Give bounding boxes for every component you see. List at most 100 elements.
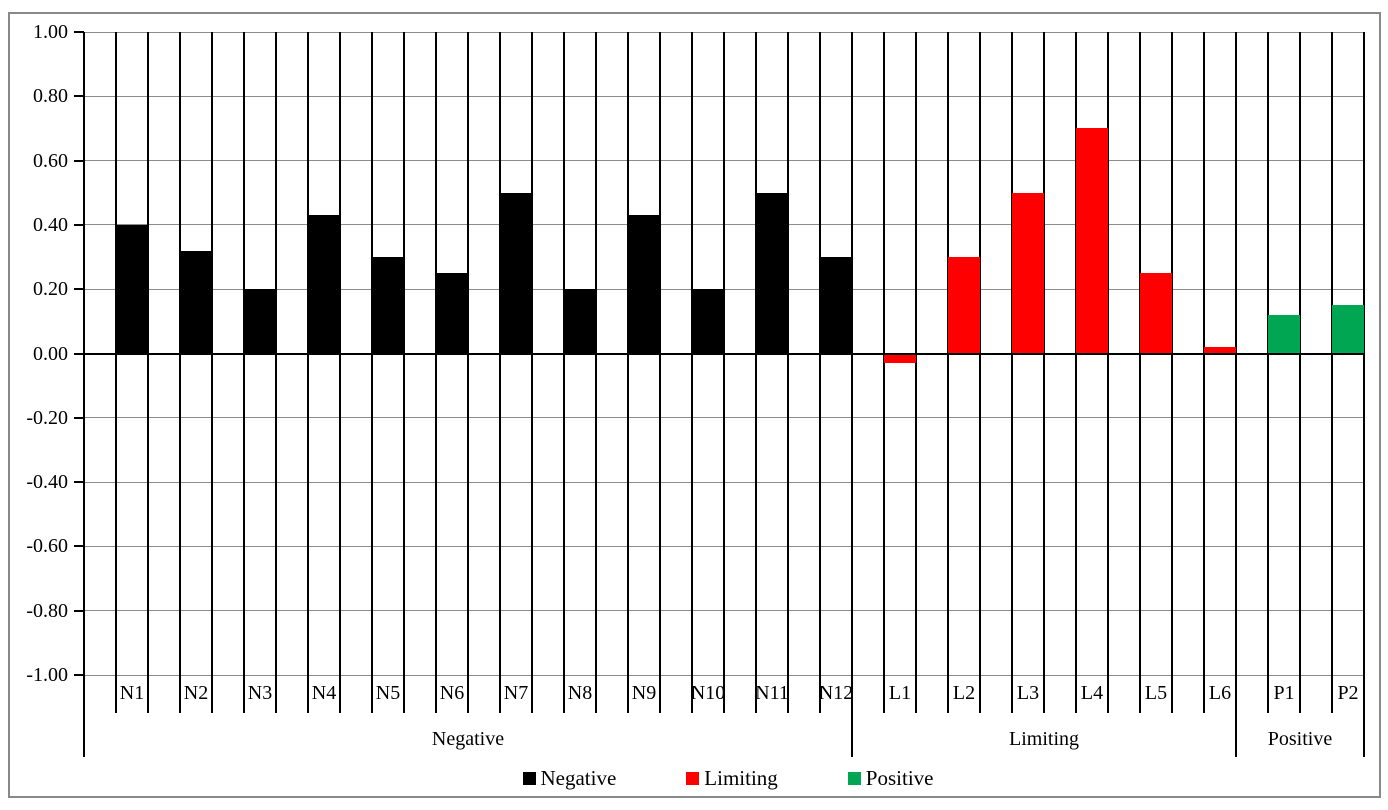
category-tick xyxy=(531,675,533,713)
y-axis-tick xyxy=(74,674,84,676)
legend-item-positive: Positive xyxy=(847,766,933,791)
group-separator xyxy=(83,675,85,757)
y-axis-label: 0.20 xyxy=(33,278,68,301)
y-axis-tick xyxy=(74,481,84,484)
group-label-positive: Positive xyxy=(1267,727,1333,750)
group-separator xyxy=(851,675,853,757)
category-tick xyxy=(659,675,661,713)
x-axis-label-l2: L2 xyxy=(952,681,976,704)
y-axis-tick xyxy=(74,609,84,612)
bar-n6 xyxy=(436,273,468,354)
bar-n5 xyxy=(372,257,404,354)
x-axis-label-n11: N11 xyxy=(755,681,789,704)
legend: Negative Limiting Positive xyxy=(34,766,1388,791)
x-axis-label-n8: N8 xyxy=(567,681,593,704)
bar-n10 xyxy=(692,289,724,354)
y-axis-label: 0.60 xyxy=(33,149,68,172)
bar-l3 xyxy=(1012,192,1044,354)
x-axis-label-l6: L6 xyxy=(1208,681,1232,704)
y-axis-label: -1.00 xyxy=(26,664,68,686)
y-axis-tick xyxy=(74,159,84,162)
x-axis-label-l4: L4 xyxy=(1080,681,1104,704)
bar-p1 xyxy=(1268,314,1300,354)
bar-l6 xyxy=(1204,347,1236,354)
bar-n12 xyxy=(820,257,852,354)
x-axis-label-n10: N10 xyxy=(690,681,726,704)
category-tick xyxy=(1171,675,1173,713)
y-axis-tick xyxy=(74,223,84,226)
group-separator xyxy=(1235,675,1237,757)
category-tick xyxy=(147,675,149,713)
category-tick xyxy=(1139,675,1141,713)
category-tick xyxy=(339,675,341,713)
group-separator xyxy=(1363,675,1365,757)
x-axis-label-n5: N5 xyxy=(375,681,401,704)
category-tick xyxy=(403,675,405,713)
y-axis-label: -0.80 xyxy=(26,599,68,622)
y-axis-label: 0.80 xyxy=(33,85,68,108)
bar-l1 xyxy=(884,353,916,364)
x-axis-label-n7: N7 xyxy=(503,681,529,704)
category-tick xyxy=(1043,675,1045,713)
y-axis-label: 1.00 xyxy=(33,21,68,43)
category-tick xyxy=(563,675,565,713)
legend-color-limiting xyxy=(686,772,700,785)
figure-border xyxy=(8,12,1381,798)
v-gridline xyxy=(1363,32,1365,675)
category-tick xyxy=(915,675,917,713)
y-axis-label: -0.40 xyxy=(26,471,68,494)
x-axis-label-p2: P2 xyxy=(1337,681,1359,704)
x-axis-label-n3: N3 xyxy=(247,681,273,704)
x-axis-label-n4: N4 xyxy=(311,681,337,704)
category-tick xyxy=(787,675,789,713)
bar-n4 xyxy=(308,215,340,354)
category-tick xyxy=(883,675,885,713)
category-tick xyxy=(371,675,373,713)
category-tick xyxy=(1203,675,1205,713)
category-tick xyxy=(435,675,437,713)
group-label-negative: Negative xyxy=(431,727,505,750)
bar-l4 xyxy=(1076,128,1108,354)
y-axis-tick xyxy=(74,352,84,355)
x-axis-label-p1: P1 xyxy=(1273,681,1295,704)
category-tick xyxy=(179,675,181,713)
y-axis-tick xyxy=(74,416,84,419)
bar-n2 xyxy=(180,250,212,354)
x-axis-label-l1: L1 xyxy=(888,681,912,704)
category-tick xyxy=(1107,675,1109,713)
bar-n8 xyxy=(564,289,596,354)
group-label-limiting: Limiting xyxy=(1009,727,1079,750)
category-tick xyxy=(115,675,117,713)
y-axis-label: -0.60 xyxy=(26,535,68,558)
category-tick xyxy=(947,675,949,713)
x-axis-label-n9: N9 xyxy=(631,681,657,704)
category-tick xyxy=(723,675,725,713)
legend-label: Negative xyxy=(540,766,617,790)
legend-color-negative xyxy=(522,772,536,785)
bar-l5 xyxy=(1140,273,1172,354)
category-tick xyxy=(1011,675,1013,713)
category-tick xyxy=(243,675,245,713)
x-axis-label-n2: N2 xyxy=(183,681,209,704)
bar-n3 xyxy=(244,289,276,354)
category-tick xyxy=(1267,675,1269,713)
x-axis-label-n1: N1 xyxy=(119,681,145,704)
y-axis-tick xyxy=(74,31,84,33)
x-axis-label-l5: L5 xyxy=(1144,681,1168,704)
bar-n1 xyxy=(116,224,148,354)
x-axis-label-n6: N6 xyxy=(439,681,465,704)
legend-item-limiting: Limiting xyxy=(686,766,778,791)
category-tick xyxy=(275,675,277,713)
legend-label: Limiting xyxy=(704,766,778,790)
category-tick xyxy=(307,675,309,713)
category-tick xyxy=(211,675,213,713)
bar-n11 xyxy=(756,192,788,354)
bar-n7 xyxy=(500,192,532,354)
category-tick xyxy=(1299,675,1301,713)
bar-n9 xyxy=(628,215,660,354)
category-tick xyxy=(819,675,821,713)
